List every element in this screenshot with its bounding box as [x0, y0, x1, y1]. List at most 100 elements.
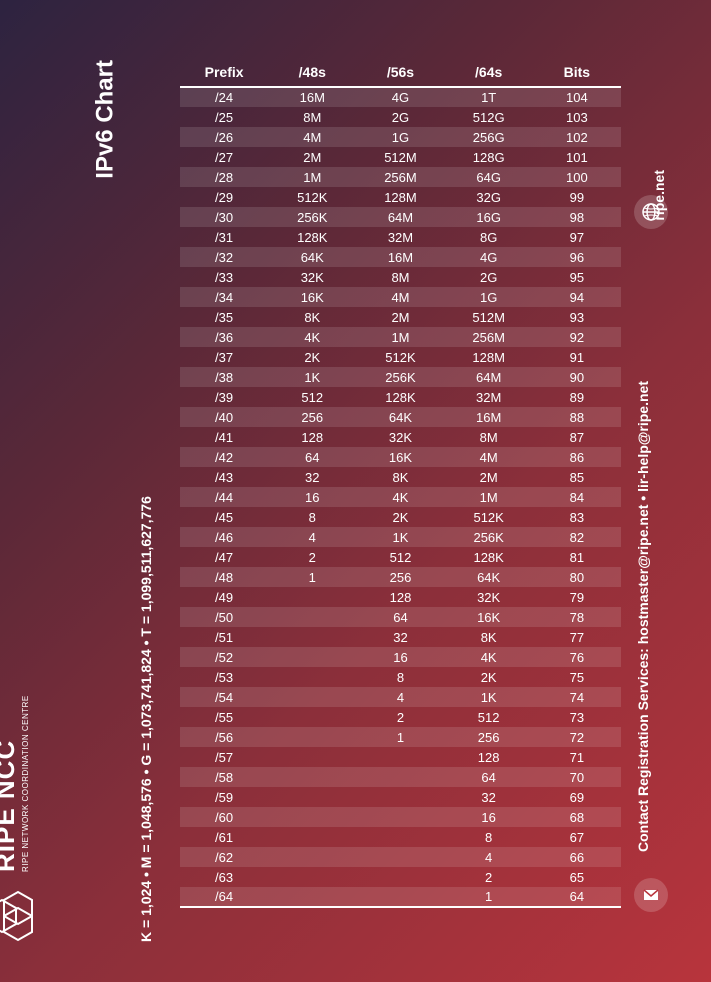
table-row: /281M256M64G100	[180, 167, 621, 187]
table-cell: /37	[180, 347, 268, 367]
table-row: /5712871	[180, 747, 621, 767]
table-cell: 512	[268, 387, 356, 407]
table-cell: 8M	[356, 267, 444, 287]
table-cell: 8M	[445, 427, 533, 447]
table-cell: 82	[533, 527, 621, 547]
table-cell: 78	[533, 607, 621, 627]
table-cell: 1K	[268, 367, 356, 387]
page-title: IPv6 Chart	[92, 60, 120, 179]
table-cell: /42	[180, 447, 268, 467]
table-cell: 32	[268, 467, 356, 487]
table-cell: /33	[180, 267, 268, 287]
table-cell: /45	[180, 507, 268, 527]
table-cell: 1G	[445, 287, 533, 307]
table-cell: 74	[533, 687, 621, 707]
table-cell: 256M	[356, 167, 444, 187]
table-cell: 32K	[356, 427, 444, 447]
table-cell	[356, 767, 444, 787]
table-cell	[268, 747, 356, 767]
table-row: /4112832K8M87	[180, 427, 621, 447]
table-cell: 256	[356, 567, 444, 587]
table-row: /472512128K81	[180, 547, 621, 567]
table-cell: 32K	[268, 267, 356, 287]
table-header-row: Prefix /48s /56s /64s Bits	[180, 60, 621, 87]
legend-text: K = 1,024 • M = 1,048,576 • G = 1,073,74…	[138, 496, 154, 942]
table-row: /55251273	[180, 707, 621, 727]
table-cell: 72	[533, 727, 621, 747]
table-cell: 1K	[356, 527, 444, 547]
table-cell: /60	[180, 807, 268, 827]
table-row: /4025664K16M88	[180, 407, 621, 427]
table-cell: 2G	[356, 107, 444, 127]
table-cell: 4M	[356, 287, 444, 307]
table-row: /586470	[180, 767, 621, 787]
table-cell: /46	[180, 527, 268, 547]
col-56s: /56s	[356, 60, 444, 87]
table-row: /29512K128M32G99	[180, 187, 621, 207]
table-cell: 4K	[445, 647, 533, 667]
table-cell: 93	[533, 307, 621, 327]
table-cell: /39	[180, 387, 268, 407]
table-cell: 75	[533, 667, 621, 687]
table-cell: 1	[268, 567, 356, 587]
table-cell	[268, 767, 356, 787]
table-cell: 1K	[445, 687, 533, 707]
table-row: /43328K2M85	[180, 467, 621, 487]
table-row: /44164K1M84	[180, 487, 621, 507]
table-cell: /34	[180, 287, 268, 307]
table-cell: /40	[180, 407, 268, 427]
table-cell	[268, 627, 356, 647]
table-cell: 512G	[445, 107, 533, 127]
mail-icon	[634, 878, 668, 912]
table-cell	[268, 667, 356, 687]
table-cell: 66	[533, 847, 621, 867]
table-cell: 256K	[356, 367, 444, 387]
table-cell: 4	[268, 527, 356, 547]
table-cell	[356, 847, 444, 867]
table-cell: 512M	[356, 147, 444, 167]
col-48s: /48s	[268, 60, 356, 87]
table-cell: 8K	[268, 307, 356, 327]
table-cell: 256G	[445, 127, 533, 147]
table-cell: 91	[533, 347, 621, 367]
table-cell: 102	[533, 127, 621, 147]
table-cell: 1M	[268, 167, 356, 187]
table-cell: 256	[445, 727, 533, 747]
table-row: /3416K4M1G94	[180, 287, 621, 307]
table-cell: 32M	[445, 387, 533, 407]
table-area: Prefix /48s /56s /64s Bits /2416M4G1T104…	[170, 60, 621, 942]
table-cell: /56	[180, 727, 268, 747]
table-cell: 8K	[356, 467, 444, 487]
table-cell: 64	[445, 767, 533, 787]
table-cell: 16	[356, 647, 444, 667]
table-cell: 16M	[356, 247, 444, 267]
table-cell	[356, 867, 444, 887]
table-cell: 2	[268, 547, 356, 567]
table-cell: 2G	[445, 267, 533, 287]
table-cell: 2M	[268, 147, 356, 167]
table-cell: /59	[180, 787, 268, 807]
table-cell: /29	[180, 187, 268, 207]
table-cell: 16	[445, 807, 533, 827]
table-cell: /47	[180, 547, 268, 567]
table-cell: 80	[533, 567, 621, 587]
table-cell: /62	[180, 847, 268, 867]
table-cell: 16M	[268, 87, 356, 107]
table-row: /3332K8M2G95	[180, 267, 621, 287]
table-row: /4641K256K82	[180, 527, 621, 547]
table-cell: 2M	[356, 307, 444, 327]
table-cell: 64M	[445, 367, 533, 387]
table-cell: 8G	[445, 227, 533, 247]
table-cell: 103	[533, 107, 621, 127]
table-cell: 70	[533, 767, 621, 787]
table-row: /358K2M512M93	[180, 307, 621, 327]
table-cell: 128G	[445, 147, 533, 167]
table-cell: 90	[533, 367, 621, 387]
table-cell: 64M	[356, 207, 444, 227]
table-cell: /44	[180, 487, 268, 507]
table-cell: 101	[533, 147, 621, 167]
table-cell: 88	[533, 407, 621, 427]
table-row: /2416M4G1T104	[180, 87, 621, 107]
table-cell: 128K	[445, 547, 533, 567]
table-cell: 512M	[445, 307, 533, 327]
